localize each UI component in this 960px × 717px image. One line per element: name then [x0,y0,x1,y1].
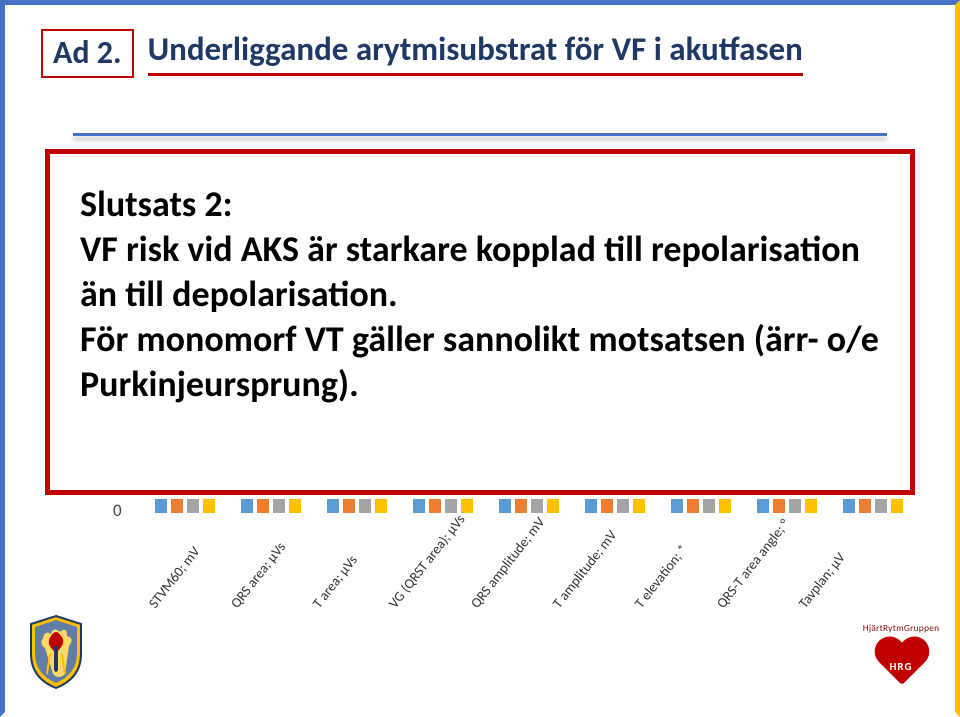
conclusion-heading: Slutsats 2: [80,182,233,226]
heart-icon: HRG [873,638,929,688]
header-badge: Ad 2. [41,29,134,78]
bar-group [671,497,731,513]
bar-group [499,497,559,513]
slide-container: Ad 2. Underliggande arytmisubstrat för V… [0,0,960,717]
heart-logo: HjärtRytmGruppen HRG [865,624,937,694]
bar-group [241,497,301,513]
heart-arc-text: HjärtRytmGruppen [863,622,940,634]
bar-group [757,497,817,513]
conclusion-line-2: För monomorf VT gäller sannolikt motsats… [80,317,879,406]
y-axis-zero-label: 0 [113,500,122,521]
bar-group [413,497,473,513]
bar-group [585,497,645,513]
bar-group [843,497,903,513]
x-axis-labels: STVM60; mV QRS area; µVs T area; µVs VG … [145,521,795,611]
shield-crest-icon [27,614,85,690]
conclusion-line-1: VF risk vid AKS är starkare kopplad till… [80,227,860,316]
chart-bar-stubs [155,497,903,513]
heart-label: HRG [889,660,912,673]
title-divider [73,133,887,136]
conclusion-box: Slutsats 2: VF risk vid AKS är starkare … [45,149,915,495]
slide-title: Underliggande arytmisubstrat för VF i ak… [148,29,803,76]
conclusion-text: Slutsats 2: VF risk vid AKS är starkare … [80,182,880,407]
header-row: Ad 2. Underliggande arytmisubstrat för V… [41,29,803,78]
bar-group [327,497,387,513]
bar-group [155,497,215,513]
